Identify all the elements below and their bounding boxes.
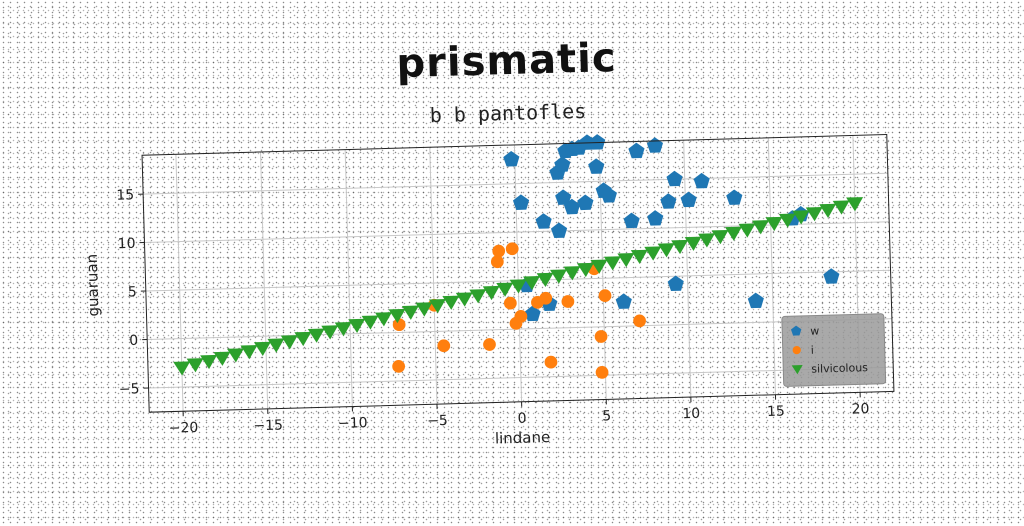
x-tick-label: −5 — [427, 413, 448, 430]
point-silvicolous — [173, 361, 190, 375]
point-w — [623, 212, 640, 228]
x-tick-label: −15 — [253, 417, 283, 434]
legend: wi silvicolous — [782, 314, 886, 387]
point-i — [544, 356, 557, 369]
point-w — [503, 151, 520, 167]
point-silvicolous — [456, 292, 473, 306]
point-w — [680, 191, 697, 207]
point-silvicolous — [375, 312, 392, 326]
point-silvicolous — [631, 250, 648, 264]
point-silvicolous — [658, 243, 675, 257]
point-silvicolous — [281, 335, 298, 350]
y-tick-label: 15 — [116, 187, 134, 203]
y-tick-label: 5 — [128, 284, 137, 300]
legend-label: silvicolous — [811, 361, 868, 376]
point-silvicolous — [496, 283, 513, 297]
point-w — [513, 194, 530, 210]
point-silvicolous — [254, 342, 271, 356]
point-silvicolous — [240, 345, 257, 359]
point-w — [628, 142, 645, 158]
point-i — [596, 366, 609, 379]
x-tick-label: 20 — [851, 401, 869, 417]
point-silvicolous — [604, 256, 621, 270]
point-silvicolous — [550, 269, 567, 284]
y-tick-label: 0 — [129, 333, 138, 349]
legend-label: w — [810, 324, 819, 337]
point-w — [535, 213, 552, 229]
point-w — [748, 292, 765, 308]
point-silvicolous — [483, 286, 500, 300]
point-w — [726, 189, 743, 205]
x-tick-label: −10 — [338, 415, 368, 432]
y-tick-label: 10 — [117, 236, 135, 252]
point-silvicolous — [698, 233, 715, 248]
x-axis-label: lindane — [495, 428, 551, 448]
point-silvicolous — [227, 348, 244, 362]
point-i — [598, 289, 611, 302]
legend-label: i — [811, 344, 814, 357]
point-i — [393, 318, 406, 331]
point-silvicolous — [644, 246, 661, 260]
point-silvicolous — [321, 325, 338, 339]
point-silvicolous — [402, 306, 419, 321]
series-w — [503, 127, 841, 321]
point-silvicolous — [348, 319, 365, 333]
point-silvicolous — [806, 207, 823, 221]
point-w — [577, 194, 594, 210]
y-axis-label: guaruan — [83, 254, 103, 317]
point-w — [615, 293, 632, 309]
point-silvicolous — [294, 332, 311, 346]
x-tick-label: 10 — [682, 406, 700, 422]
point-w — [668, 275, 685, 291]
point-silvicolous — [685, 237, 702, 251]
point-silvicolous — [617, 253, 634, 267]
point-silvicolous — [469, 289, 486, 303]
point-w — [647, 210, 664, 226]
point-silvicolous — [738, 223, 755, 237]
x-tick-label: 15 — [767, 403, 785, 419]
point-silvicolous — [819, 204, 836, 218]
point-silvicolous — [765, 217, 782, 231]
point-i — [437, 339, 450, 352]
point-silvicolous — [362, 315, 379, 329]
point-silvicolous — [200, 355, 217, 369]
point-w — [551, 222, 568, 238]
point-silvicolous — [725, 227, 742, 241]
grid — [142, 134, 894, 412]
point-silvicolous — [214, 352, 231, 366]
series-silvicolous — [169, 197, 867, 376]
point-silvicolous — [846, 197, 863, 212]
point-silvicolous — [752, 220, 769, 234]
point-silvicolous — [442, 296, 459, 310]
point-silvicolous — [308, 329, 325, 343]
point-silvicolous — [833, 200, 850, 215]
point-w — [588, 158, 605, 174]
x-tick-label: 0 — [517, 411, 526, 427]
x-tick-label: 5 — [602, 408, 611, 424]
point-i — [504, 297, 517, 310]
point-silvicolous — [267, 338, 284, 353]
point-w — [823, 268, 840, 284]
point-silvicolous — [187, 358, 204, 372]
point-silvicolous — [712, 230, 729, 245]
point-i — [483, 338, 496, 351]
point-i — [392, 360, 405, 373]
point-w — [693, 173, 710, 189]
point-silvicolous — [671, 240, 688, 254]
y-tick-label: −5 — [119, 381, 140, 398]
point-w — [666, 171, 683, 187]
point-i — [595, 330, 608, 343]
point-i — [561, 295, 574, 308]
point-i — [492, 245, 505, 258]
x-tick-label: −20 — [169, 420, 199, 437]
point-w — [660, 193, 677, 209]
point-w — [647, 137, 664, 153]
